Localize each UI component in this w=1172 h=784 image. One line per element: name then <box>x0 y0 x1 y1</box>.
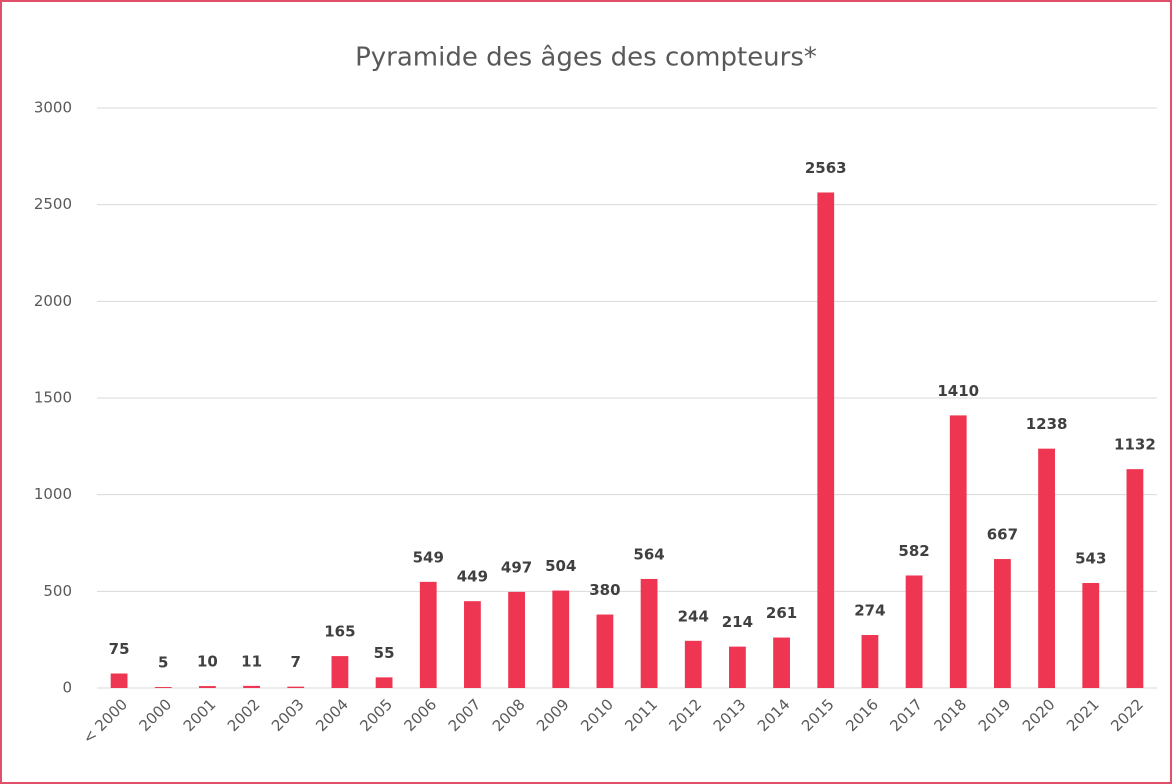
value-label: 11 <box>241 652 262 670</box>
bar <box>1038 448 1055 688</box>
value-label: 5 <box>158 654 168 672</box>
value-label: 1238 <box>1026 415 1068 433</box>
value-label: 274 <box>854 602 885 620</box>
bar <box>464 601 481 688</box>
y-tick-label: 500 <box>43 582 72 600</box>
value-label: 1132 <box>1114 436 1156 454</box>
bar <box>375 677 393 688</box>
bar <box>331 656 349 688</box>
bar <box>817 192 835 688</box>
value-label: 380 <box>589 581 620 599</box>
y-tick-label: 3000 <box>34 99 72 117</box>
y-tick-label: 2000 <box>34 292 72 310</box>
value-label: 582 <box>898 542 929 560</box>
value-label: 667 <box>987 526 1018 544</box>
bar <box>640 578 658 688</box>
value-label: 244 <box>678 607 709 625</box>
value-label: 7 <box>291 653 301 671</box>
bar <box>199 686 216 688</box>
bar <box>994 559 1011 688</box>
bar <box>287 686 305 688</box>
bar <box>905 575 923 688</box>
value-label: 55 <box>374 644 395 662</box>
value-label: 261 <box>766 604 797 622</box>
bar <box>773 637 790 688</box>
bar <box>596 614 614 688</box>
bar <box>508 591 525 688</box>
bar <box>684 640 702 688</box>
value-label: 549 <box>413 548 444 566</box>
y-tick-label: 2500 <box>34 195 72 213</box>
bar <box>110 673 128 688</box>
bar <box>949 415 967 688</box>
bar <box>1126 469 1144 688</box>
bar <box>419 581 437 688</box>
chart-title: Pyramide des âges des compteurs* <box>355 43 817 73</box>
value-label: 165 <box>324 623 355 641</box>
bar <box>1082 583 1100 688</box>
value-label: 504 <box>545 557 576 575</box>
bar <box>729 646 746 688</box>
y-tick-label: 1500 <box>34 389 72 407</box>
value-label: 214 <box>722 613 753 631</box>
value-label: 543 <box>1075 550 1106 568</box>
bar <box>552 590 570 688</box>
value-label: 2563 <box>805 159 847 177</box>
y-tick-label: 0 <box>62 679 72 697</box>
bar <box>154 687 172 688</box>
value-label: 1410 <box>937 382 979 400</box>
y-tick-label: 1000 <box>34 485 72 503</box>
bar <box>861 635 879 688</box>
value-label: 75 <box>109 640 130 658</box>
value-label: 564 <box>633 545 664 563</box>
value-label: 497 <box>501 558 532 576</box>
bar <box>243 685 260 688</box>
value-label: 10 <box>197 653 218 671</box>
value-label: 449 <box>457 568 488 586</box>
